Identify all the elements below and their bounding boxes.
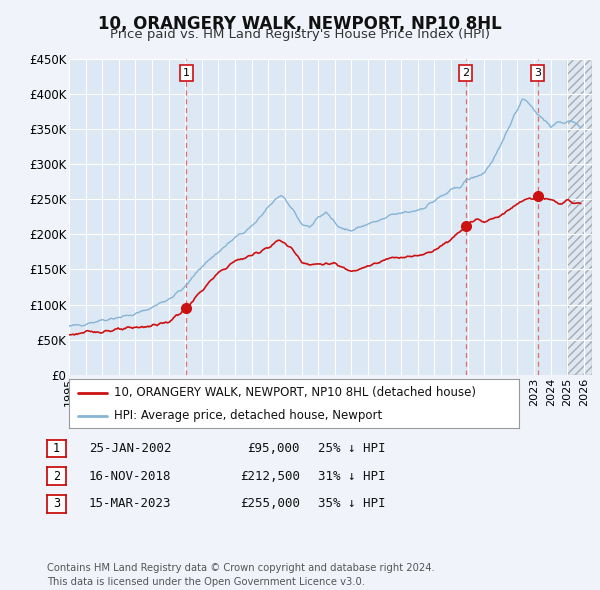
Text: Contains HM Land Registry data © Crown copyright and database right 2024.
This d: Contains HM Land Registry data © Crown c… [47, 563, 434, 587]
Text: 35% ↓ HPI: 35% ↓ HPI [318, 497, 386, 510]
Text: 3: 3 [53, 497, 60, 510]
Text: 1: 1 [183, 68, 190, 78]
Text: 1: 1 [53, 442, 60, 455]
Text: £212,500: £212,500 [240, 470, 300, 483]
Text: 2: 2 [462, 68, 469, 78]
Text: £255,000: £255,000 [240, 497, 300, 510]
Text: £95,000: £95,000 [248, 442, 300, 455]
Text: 15-MAR-2023: 15-MAR-2023 [89, 497, 172, 510]
Text: 10, ORANGERY WALK, NEWPORT, NP10 8HL: 10, ORANGERY WALK, NEWPORT, NP10 8HL [98, 15, 502, 33]
Text: 10, ORANGERY WALK, NEWPORT, NP10 8HL (detached house): 10, ORANGERY WALK, NEWPORT, NP10 8HL (de… [114, 386, 476, 399]
Text: HPI: Average price, detached house, Newport: HPI: Average price, detached house, Newp… [114, 409, 382, 422]
Text: 31% ↓ HPI: 31% ↓ HPI [318, 470, 386, 483]
Text: 2: 2 [53, 470, 60, 483]
Text: 25% ↓ HPI: 25% ↓ HPI [318, 442, 386, 455]
Text: 16-NOV-2018: 16-NOV-2018 [89, 470, 172, 483]
Text: 25-JAN-2002: 25-JAN-2002 [89, 442, 172, 455]
Text: Price paid vs. HM Land Registry's House Price Index (HPI): Price paid vs. HM Land Registry's House … [110, 28, 490, 41]
Text: 3: 3 [534, 68, 541, 78]
